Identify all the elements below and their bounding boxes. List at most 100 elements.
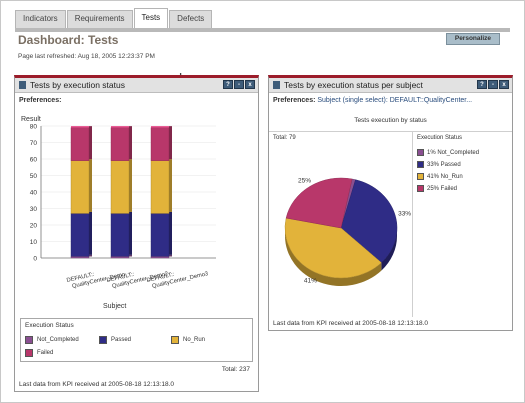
pie-legend: Execution Status 1% Not_Completed 33% Pa… bbox=[412, 131, 512, 317]
bar-segment bbox=[70, 256, 90, 259]
legend-label: 1% Not_Completed bbox=[427, 149, 480, 156]
personalize-button[interactable]: Personalize bbox=[445, 33, 500, 45]
tab-underline bbox=[15, 28, 510, 32]
portlet-header: Tests by execution status ? - x bbox=[15, 78, 258, 93]
legend-item-passed: 33% Passed bbox=[417, 161, 461, 168]
tab-bar: Indicators Requirements Tests Defects bbox=[15, 8, 213, 28]
legend-swatch bbox=[99, 336, 107, 344]
legend-label: No_Run bbox=[183, 337, 206, 343]
legend-item-not-completed: 1% Not_Completed bbox=[417, 149, 479, 156]
legend-title: Execution Status bbox=[417, 135, 463, 141]
bar-side bbox=[89, 126, 92, 160]
kpi-footer: Last data from KPI received at 2005-08-1… bbox=[19, 381, 175, 388]
bar-side bbox=[129, 126, 132, 160]
legend-swatch bbox=[417, 161, 424, 168]
bar-side bbox=[89, 159, 92, 212]
legend-item-passed: Passed bbox=[99, 336, 131, 344]
total-count: Total: 237 bbox=[221, 366, 250, 373]
legend-item-failed: Failed bbox=[25, 349, 53, 357]
legend-item-failed: 25% Failed bbox=[417, 185, 457, 192]
tab-indicators[interactable]: Indicators bbox=[15, 10, 66, 28]
close-button[interactable]: x bbox=[499, 80, 509, 89]
legend-swatch bbox=[417, 173, 424, 180]
pie-chart-area: 33% 41% 25% bbox=[269, 131, 512, 317]
chart-title: Result bbox=[21, 116, 41, 123]
pie-data-label: 41% bbox=[304, 277, 317, 284]
y-tick-label: 50 bbox=[30, 173, 38, 180]
pie-data-label: 33% bbox=[398, 210, 411, 217]
x-axis-label: Subject bbox=[103, 303, 126, 310]
bar-side bbox=[169, 254, 172, 257]
bar-side bbox=[169, 126, 172, 160]
y-tick-label: 40 bbox=[30, 190, 38, 197]
preferences-label: Preferences: bbox=[273, 97, 316, 104]
legend-swatch bbox=[25, 349, 33, 357]
legend-item-not-completed: Not_Completed bbox=[25, 336, 79, 344]
portlet-header: Tests by execution status per subject ? … bbox=[269, 78, 512, 93]
y-tick-label: 10 bbox=[30, 239, 38, 246]
subject-preference-link[interactable]: Subject (single select): DEFAULT::Qualit… bbox=[317, 97, 473, 104]
pie-slice bbox=[285, 177, 353, 229]
kpi-footer: Last data from KPI received at 2005-08-1… bbox=[273, 320, 429, 327]
legend-label: 41% No_Run bbox=[427, 173, 463, 180]
bar-segment bbox=[150, 160, 170, 214]
portlet-tests-by-status: Tests by execution status ? - x Preferen… bbox=[14, 75, 259, 392]
bar-side bbox=[169, 211, 172, 255]
minimize-button[interactable]: - bbox=[234, 80, 244, 89]
x-tick-label: DEFAULT::QualityCenter_Demo3 bbox=[146, 264, 209, 290]
bar-side bbox=[129, 211, 132, 255]
pie-chart: 33% 41% 25% bbox=[284, 177, 411, 286]
portlet-title: Tests by execution status bbox=[30, 80, 125, 90]
portlet-title: Tests by execution status per subject bbox=[284, 80, 423, 90]
legend-item-no-run: 41% No_Run bbox=[417, 173, 463, 180]
legend-item-no-run: No_Run bbox=[171, 336, 205, 344]
minimize-button[interactable]: - bbox=[488, 80, 498, 89]
total-count: Total: 79 bbox=[273, 135, 296, 141]
close-button[interactable]: x bbox=[245, 80, 255, 89]
tab-tests[interactable]: Tests bbox=[133, 8, 169, 28]
y-tick-label: 30 bbox=[30, 206, 38, 213]
bar-side bbox=[129, 159, 132, 212]
portlet-icon bbox=[19, 81, 26, 89]
bar-segment bbox=[150, 213, 170, 257]
help-button[interactable]: ? bbox=[477, 80, 487, 89]
pie-slice-side bbox=[285, 228, 382, 286]
legend-swatch bbox=[417, 149, 424, 156]
legend-label: 33% Passed bbox=[427, 161, 461, 168]
legend-title: Execution Status bbox=[25, 322, 74, 329]
bar-side bbox=[89, 211, 92, 255]
tab-defects[interactable]: Defects bbox=[169, 10, 213, 28]
legend-label: Failed bbox=[37, 350, 54, 356]
y-tick-label: 70 bbox=[30, 140, 38, 147]
bar-segment bbox=[110, 160, 130, 214]
bar-top bbox=[151, 126, 169, 128]
bar-segment bbox=[110, 256, 130, 259]
pie-slice-side bbox=[381, 228, 397, 271]
y-tick-label: 60 bbox=[30, 157, 38, 164]
portlet-icon bbox=[273, 81, 280, 89]
y-tick-label: 80 bbox=[30, 124, 38, 131]
bar-segment bbox=[70, 160, 90, 214]
bar-side bbox=[169, 159, 172, 212]
help-button[interactable]: ? bbox=[223, 80, 233, 89]
legend-swatch bbox=[417, 185, 424, 192]
page-title: Dashboard: Tests bbox=[18, 33, 119, 47]
bar-segment bbox=[70, 213, 90, 257]
bar-segment bbox=[150, 127, 170, 161]
preferences-label[interactable]: Preferences: bbox=[19, 97, 62, 104]
legend-label: Passed bbox=[111, 337, 132, 343]
chart-legend: Execution Status Not_Completed Passed No… bbox=[20, 318, 253, 362]
bar-segment bbox=[150, 256, 170, 259]
bar-side bbox=[129, 254, 132, 257]
bar-top bbox=[71, 126, 89, 128]
last-refreshed-text: Page last refreshed: Aug 18, 2005 12:23:… bbox=[18, 53, 155, 60]
tab-requirements[interactable]: Requirements bbox=[66, 10, 133, 28]
y-tick-label: 20 bbox=[30, 223, 38, 230]
chart-subtitle: Tests execution by status bbox=[354, 117, 427, 124]
bar-segment bbox=[70, 127, 90, 161]
legend-label: Not_Completed bbox=[37, 337, 79, 343]
bar-side bbox=[89, 254, 92, 257]
bar-segment bbox=[110, 127, 130, 161]
pie-data-label: 25% bbox=[298, 178, 311, 185]
